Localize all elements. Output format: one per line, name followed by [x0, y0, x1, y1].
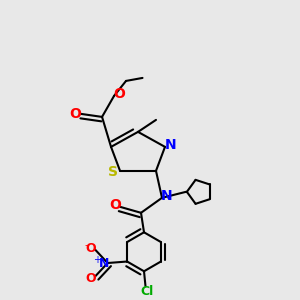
Text: -: -	[85, 240, 89, 250]
Text: O: O	[85, 242, 96, 254]
Text: +: +	[94, 255, 101, 265]
Text: N: N	[165, 138, 176, 152]
Text: O: O	[113, 87, 125, 101]
Text: N: N	[99, 256, 109, 269]
Text: Cl: Cl	[140, 285, 154, 298]
Text: N: N	[161, 189, 172, 203]
Text: O: O	[85, 272, 96, 284]
Text: O: O	[110, 198, 122, 212]
Text: O: O	[70, 107, 82, 121]
Text: S: S	[107, 165, 118, 179]
